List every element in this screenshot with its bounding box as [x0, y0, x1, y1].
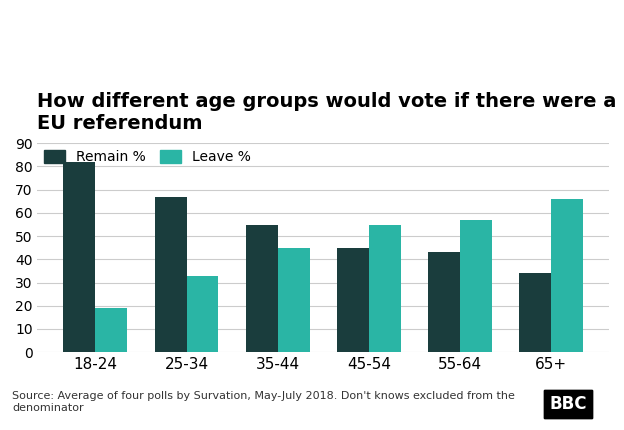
Bar — [519, 273, 551, 352]
Bar — [337, 248, 369, 352]
Bar — [551, 199, 583, 352]
Bar — [460, 220, 492, 352]
Text: Source: Average of four polls by Survation, May-July 2018. Don't knows excluded : Source: Average of four polls by Survati… — [12, 391, 515, 413]
Bar — [428, 252, 460, 352]
Text: How different age groups would vote if there were a second
EU referendum: How different age groups would vote if t… — [37, 92, 624, 133]
Bar — [246, 224, 278, 352]
Bar — [278, 248, 310, 352]
Bar — [64, 162, 95, 352]
Text: BBC: BBC — [549, 395, 587, 413]
Bar — [187, 276, 218, 352]
Legend: Remain %, Leave %: Remain %, Leave % — [44, 150, 251, 164]
Bar — [369, 224, 401, 352]
Bar — [95, 308, 127, 352]
Text: BBC: BBC — [549, 395, 587, 413]
Bar — [155, 197, 187, 352]
